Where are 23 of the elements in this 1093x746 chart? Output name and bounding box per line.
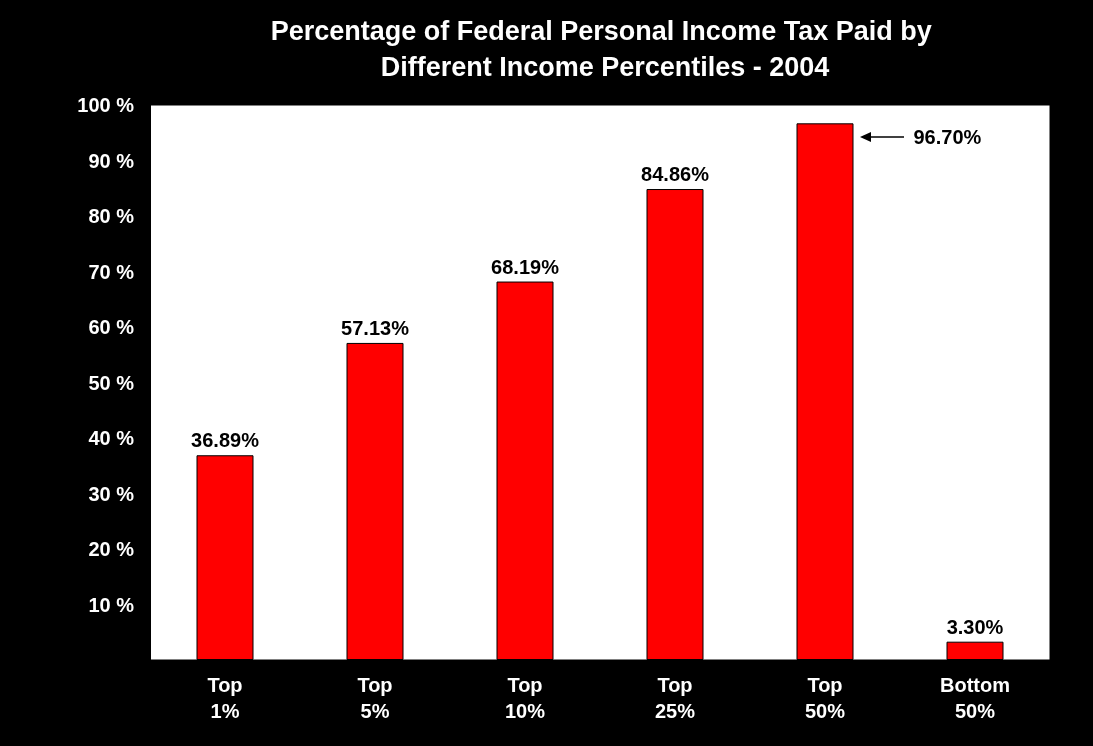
data-label: 68.19% xyxy=(491,255,560,278)
y-tick-label: 10 % xyxy=(88,593,135,616)
y-tick-label: 30 % xyxy=(88,482,135,505)
x-tick-label: Bottom 50% xyxy=(940,674,1010,722)
data-label: 84.86% xyxy=(641,163,710,186)
y-tick-label: 40 % xyxy=(88,427,135,449)
y-tick-label: 50 % xyxy=(88,371,135,394)
data-label: 3.30% xyxy=(946,615,1004,638)
x-tick-label: Top 50% xyxy=(804,674,846,722)
y-tick-label: 80 % xyxy=(88,205,135,227)
data-label: 57.13% xyxy=(341,316,410,339)
x-tick-label: Top 10% xyxy=(504,674,546,722)
annotation: 96.70% xyxy=(913,125,982,149)
x-tick-label: Top 25% xyxy=(654,674,696,722)
y-tick-label: 20 % xyxy=(88,538,135,560)
y-tick-label: 100 % xyxy=(77,94,135,116)
y-tick-label: 60 % xyxy=(88,316,135,338)
chart-title: Percentage of Federal Personal Income Tax Paid by Different Income Percentiles - 2004 xyxy=(270,16,940,82)
y-tick-label: 90 % xyxy=(88,149,135,172)
y-tick-label: 70 % xyxy=(88,260,135,283)
data-label: 36.89% xyxy=(191,429,260,452)
x-tick-label: Top 5% xyxy=(357,674,393,722)
x-tick-label: Top 1% xyxy=(207,674,243,722)
